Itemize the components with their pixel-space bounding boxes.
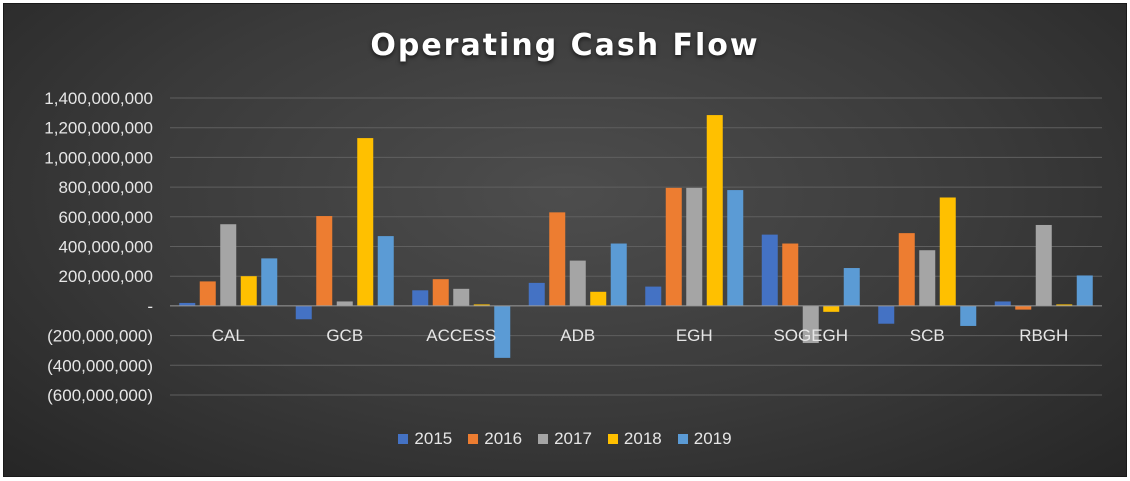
bar-cal-2017 [220,224,237,306]
bar-cal-2016 [199,281,216,306]
x-category-label: ADB [560,326,595,345]
y-tick-label: 1,000,000,000 [44,148,153,167]
bar-sogegh-2015 [761,234,778,306]
chart-title: Operating Cash Flow [370,28,760,63]
bar-access-2018 [473,304,490,306]
bar-sogegh-2018 [823,305,840,312]
bar-egh-2016 [665,187,682,306]
legend-item-2016: 2016 [468,429,522,449]
bar-rbgh-2015 [994,301,1011,306]
legend-item-2018: 2018 [607,429,662,449]
x-category-label: RBGH [1019,326,1068,345]
bar-rbgh-2017 [1035,224,1052,306]
y-tick-label: - [147,297,153,316]
y-tick-label: 600,000,000 [58,208,153,227]
y-tick-label: 1,400,000,000 [44,89,153,108]
x-category-label: CAL [212,326,245,345]
y-tick-label: (200,000,000) [47,327,153,346]
bar-adb-2015 [528,282,545,306]
bar-gcb-2018 [357,138,374,306]
bar-sogegh-2019 [843,268,860,306]
bar-sogegh-2016 [782,243,799,306]
bar-scb-2015 [878,305,895,324]
y-tick-label: 800,000,000 [58,178,153,197]
bar-access-2017 [453,288,470,306]
gridlines [170,97,1102,396]
x-category-label: GCB [326,326,363,345]
legend-label: 2015 [414,429,453,448]
bar-gcb-2017 [336,301,353,306]
bar-egh-2015 [645,286,662,306]
bar-access-2015 [412,290,429,306]
bar-access-2016 [432,279,449,306]
bar-egh-2019 [727,190,744,306]
bar-rbgh-2019 [1076,275,1093,306]
bar-adb-2019 [610,243,627,306]
legend-swatch [607,434,618,444]
y-tick-label: (400,000,000) [47,356,153,375]
bar-scb-2019 [960,305,977,326]
legend-item-2019: 2019 [677,429,732,449]
legend-swatch [677,434,688,444]
legend-swatch [468,434,479,444]
bar-access-2019 [494,305,511,358]
legend-label: 2019 [693,429,732,448]
bar-scb-2017 [919,250,936,306]
legend-label: 2016 [484,429,523,448]
legend-label: 2017 [554,429,592,448]
x-category-label: ACCESS [426,326,496,345]
x-category-label: SCB [910,326,945,345]
legend-item-2017: 2017 [538,429,592,449]
bar-rbgh-2018 [1056,304,1073,306]
bar-sogegh-2017 [802,305,819,344]
bar-adb-2018 [590,291,607,306]
y-axis-tick-labels: 1,400,000,000 1,200,000,000 1,000,000,000 8… [44,89,153,405]
y-tick-label: 200,000,000 [58,267,153,286]
legend-label: 2018 [623,429,662,448]
bar-gcb-2019 [377,236,394,306]
legend-swatch [538,434,549,444]
bars [179,115,1093,358]
bar-adb-2017 [569,260,586,306]
bar-adb-2016 [549,212,566,306]
bar-cal-2019 [261,258,278,306]
x-category-label: SOGEGH [773,326,848,345]
legend: 2015 2016 2017 2018 2019 [0,429,1130,449]
bar-scb-2016 [898,233,915,306]
y-tick-label: 400,000,000 [58,238,153,257]
bar-gcb-2015 [295,305,312,320]
legend-item-2015: 2015 [398,429,452,449]
y-tick-label: 1,200,000,000 [44,119,153,138]
bar-gcb-2016 [316,216,333,306]
bar-egh-2017 [686,187,703,306]
legend-swatch [398,434,409,444]
bar-scb-2018 [939,197,956,306]
bar-cal-2018 [240,276,257,306]
x-category-label: EGH [676,326,713,345]
x-axis-category-labels: CAL GCB ACCESS ADB EGH SOGEGH SCB RBGH [212,326,1069,345]
bar-cal-2015 [179,302,196,306]
y-tick-label: (600,000,000) [47,386,153,405]
bar-egh-2018 [706,115,723,306]
bar-rbgh-2016 [1015,305,1032,310]
